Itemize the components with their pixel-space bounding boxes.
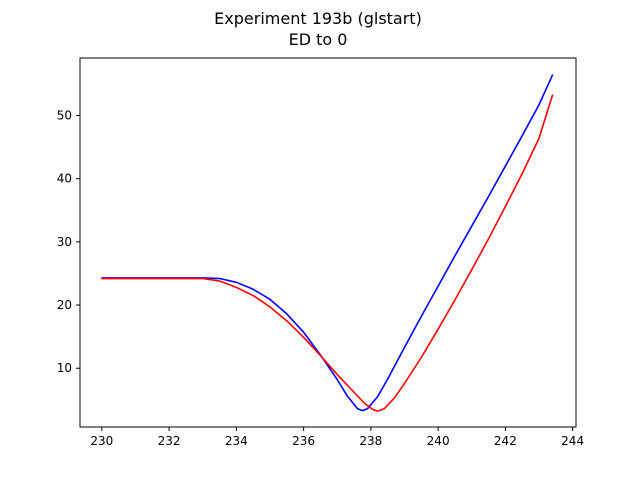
x-tick-label: 234 bbox=[225, 434, 248, 448]
tick-layer: 230 232 234 236 238 240 242 244 10 20 30 40 50 bbox=[57, 108, 584, 448]
y-tick-label: 40 bbox=[57, 172, 72, 186]
x-tick-label: 236 bbox=[292, 434, 315, 448]
series-layer bbox=[101, 74, 554, 412]
x-tick-label: 244 bbox=[561, 434, 584, 448]
chart-subtitle: ED to 0 bbox=[289, 30, 348, 49]
y-tick-label: 30 bbox=[57, 235, 72, 249]
plot-frame bbox=[79, 57, 577, 428]
series-line-2 bbox=[101, 94, 554, 412]
y-tick-label: 20 bbox=[57, 298, 72, 312]
x-tick-label: 238 bbox=[359, 434, 382, 448]
chart-title: Experiment 193b (glstart) bbox=[214, 9, 422, 28]
x-tick-label: 240 bbox=[427, 434, 450, 448]
x-tick-label: 242 bbox=[494, 434, 517, 448]
y-tick-label: 50 bbox=[57, 108, 72, 122]
series-line-1 bbox=[101, 74, 554, 412]
x-tick-label: 232 bbox=[158, 434, 181, 448]
x-tick-label: 230 bbox=[90, 434, 113, 448]
y-tick-label: 10 bbox=[57, 361, 72, 375]
